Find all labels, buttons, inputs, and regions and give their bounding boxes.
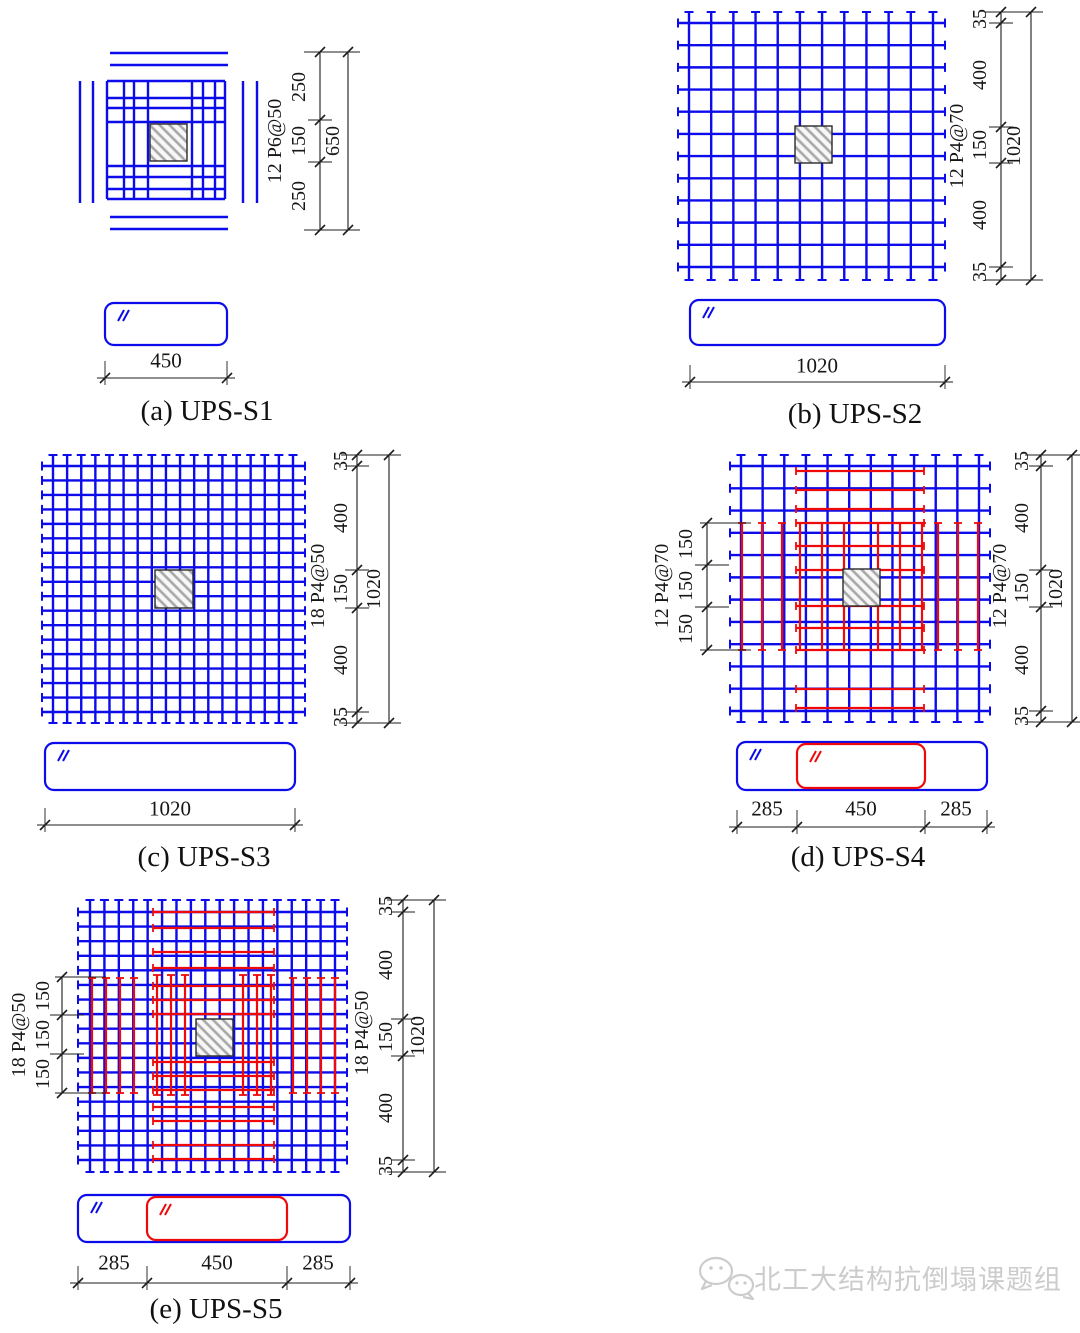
panel-d-seg-dim-right: 400 [1011, 503, 1033, 533]
panel-c-dimensions [341, 449, 401, 729]
panel-d-bars-label-left: 12 P4@70 [651, 543, 673, 629]
panel-a-seg-dim: 150 [288, 126, 310, 156]
panel-c-seg-dim: 400 [330, 503, 352, 533]
panel-a-dimensions [304, 46, 360, 236]
panel-d-section [729, 740, 995, 834]
panel-a-section-dim: 450 [150, 348, 182, 373]
panel-d-column [842, 568, 881, 607]
panel-b-dimensions [985, 6, 1043, 286]
panel-a-overall-dim: 650 [322, 126, 344, 156]
panel-e-seg-dim-left: 150 [32, 1059, 54, 1089]
panel-c-seg-dim: 150 [330, 574, 352, 604]
panel-b-caption: (b) UPS-S2 [787, 398, 923, 430]
panel-b-seg-dim: 400 [969, 200, 991, 230]
panel-b-section-dim: 1020 [796, 353, 838, 378]
panel-e-red-bars [88, 908, 339, 1163]
panel-e-section-dim: 285 [98, 1250, 130, 1275]
panel-e-bars-label-right: 18 P4@50 [351, 990, 373, 1076]
panel-a-seg-dim: 250 [288, 181, 310, 211]
wechat-icon [698, 1256, 755, 1301]
panel-e-seg-dim-left: 150 [32, 1020, 54, 1050]
panel-a-section [97, 301, 235, 385]
panel-b-seg-dim: 400 [969, 60, 991, 90]
panel-b-seg-dim: 35 [969, 9, 991, 29]
panel-c-section [37, 741, 303, 832]
panel-c-seg-dim: 400 [330, 645, 352, 675]
panel-e-seg-dim-right: 400 [375, 1093, 397, 1123]
panel-c-bars-label: 18 P4@50 [307, 543, 329, 629]
panel-d-section-dim: 450 [845, 796, 877, 821]
panel-e-section-dim: 450 [201, 1250, 233, 1275]
panel-d-seg-dim-left: 150 [675, 529, 697, 559]
panel-e-seg-dim-right: 150 [375, 1022, 397, 1052]
panel-d-section-dim: 285 [751, 796, 783, 821]
panel-e-seg-dim-left: 150 [32, 981, 54, 1011]
panel-d-section-dim: 285 [940, 796, 972, 821]
panel-d-seg-dim-right: 400 [1011, 645, 1033, 675]
panel-b-seg-dim: 150 [969, 130, 991, 160]
panel-c-overall-dim: 1020 [363, 569, 385, 609]
panel-d-seg-dim-right: 35 [1011, 706, 1033, 726]
panel-a-bars-label: 12 P6@50 [264, 98, 286, 184]
panel-a-caption: (a) UPS-S1 [140, 395, 274, 427]
panel-b-section [682, 298, 953, 389]
panel-e-caption: (e) UPS-S5 [149, 1293, 283, 1325]
panel-d-seg-dim-right: 35 [1011, 451, 1033, 471]
panel-e-seg-dim-right: 35 [375, 896, 397, 916]
panel-a-seg-dim: 250 [288, 72, 310, 102]
panel-e-dimensions [50, 894, 446, 1178]
panel-e-seg-dim-right: 35 [375, 1156, 397, 1176]
panel-d-overall-dim: 1020 [1045, 569, 1067, 609]
panel-e-overall-dim: 1020 [407, 1016, 429, 1056]
panel-d-seg-dim-left: 150 [675, 614, 697, 644]
panel-e-bars-label-left: 18 P4@50 [8, 992, 30, 1078]
panel-d-seg-dim-right: 150 [1011, 573, 1033, 603]
panel-d-dimensions [695, 449, 1080, 728]
panel-c-section-dim: 1020 [149, 796, 191, 821]
panel-c-seg-dim: 35 [330, 707, 352, 727]
panel-c-caption: (c) UPS-S3 [137, 841, 271, 873]
panel-e-seg-dim-right: 400 [375, 950, 397, 980]
panel-d-bars-label-right: 12 P4@70 [989, 543, 1011, 629]
watermark-text: 北工大结构抗倒塌课题组 [754, 1265, 1062, 1295]
panel-c-seg-dim: 35 [330, 451, 352, 471]
panel-d-seg-dim-left: 150 [675, 571, 697, 601]
panel-b-mesh [677, 11, 946, 281]
panel-e-column [195, 1018, 234, 1057]
panel-b-bars-label: 12 P4@70 [946, 103, 968, 189]
panel-b-overall-dim: 1020 [1003, 126, 1025, 166]
panel-b-seg-dim: 35 [969, 262, 991, 282]
panel-c-mesh [41, 454, 306, 724]
panel-a-mesh [78, 51, 259, 231]
panel-d-caption: (d) UPS-S4 [790, 841, 926, 873]
panel-e-section-dim: 285 [302, 1250, 334, 1275]
panel-e-section [70, 1193, 358, 1290]
